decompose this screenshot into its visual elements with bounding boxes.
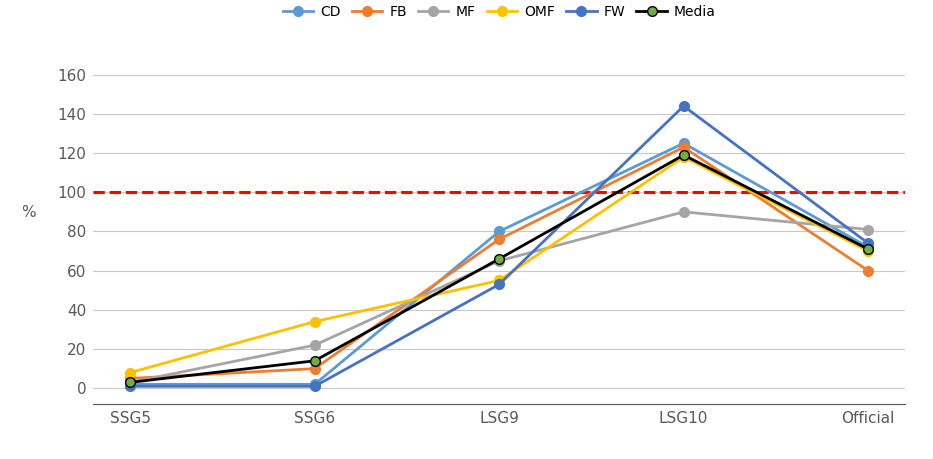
Legend: CD, FB, MF, OMF, FW, Media: CD, FB, MF, OMF, FW, Media (277, 0, 721, 24)
Text: %: % (21, 205, 35, 219)
